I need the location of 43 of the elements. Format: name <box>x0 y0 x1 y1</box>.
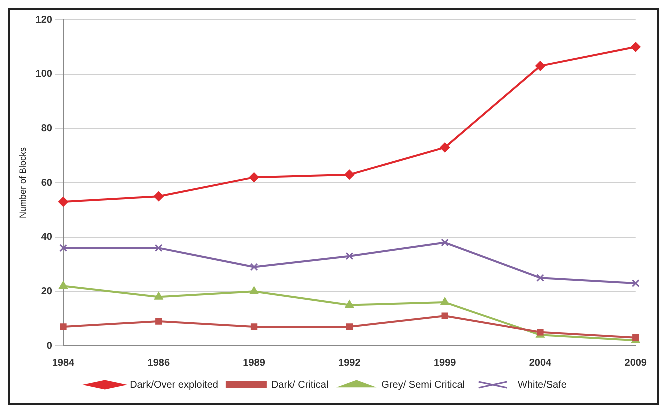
point <box>59 281 68 289</box>
y-axis-title: Number of Blocks <box>18 146 28 219</box>
point <box>249 172 260 183</box>
point <box>250 324 258 330</box>
point <box>630 42 641 52</box>
y-tick-label: 120 <box>36 14 53 26</box>
x-tick-label: 2009 <box>624 358 648 369</box>
x-tick-label: 1999 <box>434 358 457 369</box>
point <box>60 324 67 330</box>
point <box>60 244 68 252</box>
legend-label: Grey/ Semi Critical <box>382 380 466 391</box>
y-tick-label: 40 <box>41 232 53 244</box>
x-tick-label: 1992 <box>338 358 362 369</box>
x-tick-label: 1984 <box>52 358 76 369</box>
x-tick-label: 1986 <box>148 358 170 369</box>
legend-label: Dark/Over exploited <box>130 380 218 391</box>
point <box>442 312 448 320</box>
y-tick-label: 80 <box>41 123 53 134</box>
x-tick-label: 1989 <box>243 358 266 369</box>
point <box>58 197 68 208</box>
x-tick-label: 2004 <box>529 358 552 369</box>
point <box>154 192 164 202</box>
point <box>346 252 354 260</box>
legend-label: White/Safe <box>518 380 568 391</box>
point <box>250 263 258 272</box>
point <box>536 274 544 282</box>
y-tick-label: 20 <box>41 286 53 298</box>
point <box>154 244 163 252</box>
y-tick-label: 0 <box>46 340 53 352</box>
y-tick-label: 100 <box>36 69 53 80</box>
point <box>154 292 164 300</box>
legend-label: Dark/ Critical <box>271 380 329 391</box>
point <box>632 280 640 288</box>
point <box>344 170 355 180</box>
point <box>156 318 162 325</box>
point <box>345 300 354 308</box>
point <box>440 142 450 153</box>
point <box>346 324 354 330</box>
y-tick-label: 60 <box>41 178 53 189</box>
point <box>250 286 259 294</box>
point <box>440 298 450 306</box>
point <box>535 61 546 72</box>
point <box>441 238 450 247</box>
